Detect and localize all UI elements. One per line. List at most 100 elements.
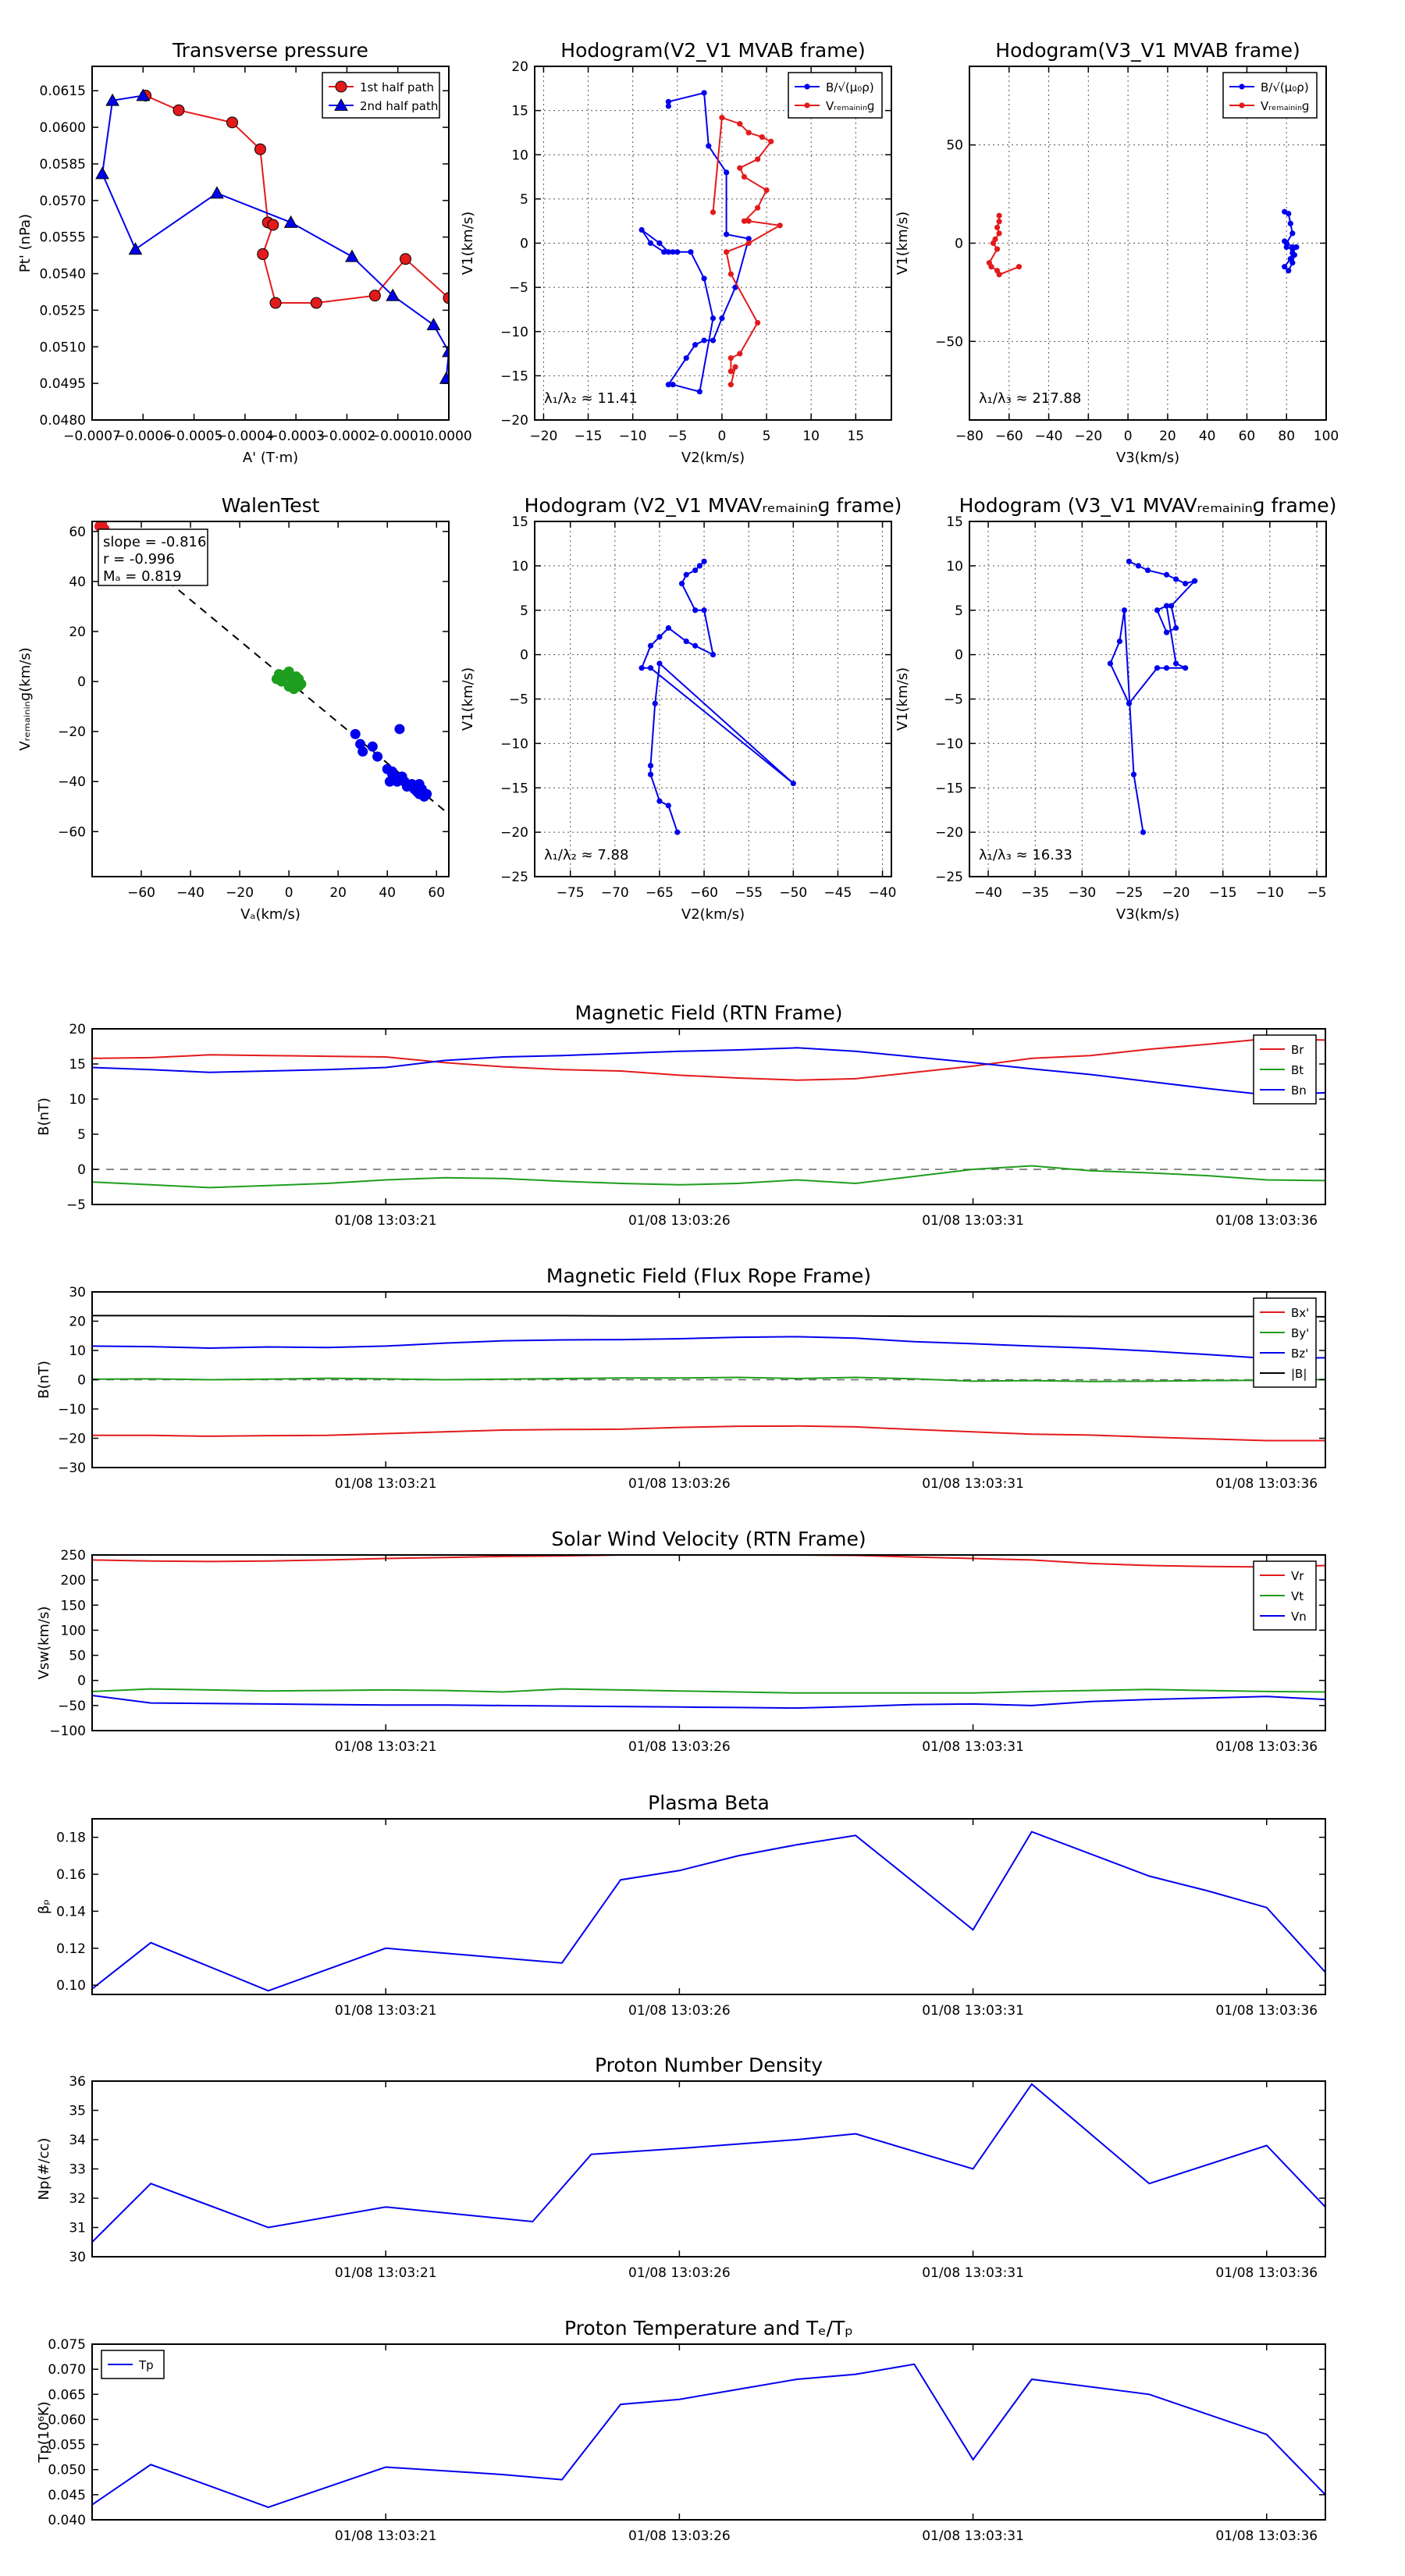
x-tick-label: 60 [1239,429,1256,444]
chart-title: WalenTest [222,494,320,517]
data-point [701,90,707,96]
data-point [768,138,774,144]
data-point [692,642,699,649]
data-layer [92,1831,1325,1992]
data-point [727,355,734,361]
data-point [1282,238,1288,244]
data-point [267,219,279,231]
x-tick-label: 0 [285,885,293,901]
data-point [443,292,449,304]
data-point [696,389,702,395]
legend-box [1222,72,1318,119]
legend-box [788,72,883,119]
data-point [345,249,359,262]
x-tick-label: −50 [779,885,807,901]
data-point [384,776,395,787]
y-tick-label: 0.14 [56,1904,86,1920]
x-tick-label: 01/08 13:03:21 [335,1739,437,1755]
data-point [288,676,299,687]
data-point [706,143,712,149]
data-point [283,215,298,228]
x-tick-label: 01/08 13:03:31 [922,1739,1024,1755]
y-tick-label: 0.0510 [40,340,86,355]
data-point [95,166,109,180]
data-point [996,219,1002,225]
series-line-1st half path [145,94,449,304]
lambda-annotation: λ₁/λ₃ ≈ 217.88 [979,390,1081,407]
data-point [674,249,681,255]
data-point [692,342,699,348]
data-point [647,665,654,671]
legend-label: Tp [138,2358,154,2372]
y-tick-label: −20 [58,1432,86,1447]
x-tick-label: 01/08 13:03:26 [628,1476,731,1492]
y-tick-label: 0.0570 [40,194,86,209]
x-tick-label: −60 [690,885,718,901]
x-tick-label: 15 [847,429,864,444]
series-line-Vr [92,1555,1325,1568]
y-tick-label: 0.12 [56,1941,86,1957]
data-point [656,798,663,804]
data-point [665,382,671,388]
y-tick-label: −20 [935,825,963,841]
y-tick-label: 15 [511,514,528,530]
data-layer [92,2363,1325,2508]
axes-frame [91,2343,1326,2521]
x-tick-label: 01/08 13:03:21 [335,1476,437,1492]
legend-label: Br [1291,1043,1304,1057]
data-point [269,297,282,309]
x-tick-label: −0.0001 [369,429,427,444]
x-tick-label: −20 [529,429,557,444]
data-point [136,88,151,101]
data-point [994,224,1001,230]
data-point [737,165,743,171]
axes-frame [91,2080,1326,2258]
x-axis-label: V2(km/s) [681,450,745,466]
y-tick-label: 50 [946,138,963,154]
y-axis-label: V1(km/s) [460,212,476,275]
data-point [988,264,994,270]
data-point [394,774,405,785]
y-tick-label: 0.065 [48,2387,86,2403]
data-point [357,746,368,757]
y-tick-label: 15 [946,514,963,530]
data-point [737,350,743,357]
x-axis-label: A' (T·m) [243,450,298,466]
legend-label: 2nd half path [360,99,438,113]
data-layer [92,1037,1325,1189]
stats-text: Mₐ = 0.819 [103,568,182,585]
y-tick-label: −20 [500,825,528,841]
data-point [719,315,725,322]
y-tick-label: 0 [955,648,963,664]
data-point [1172,660,1179,667]
y-tick-label: 0.075 [48,2337,86,2353]
data-point [1163,629,1170,635]
y-tick-label: 0.060 [48,2412,86,2428]
data-point [647,240,654,247]
chart-hod3: Hodogram (V2_V1 MVAVᵣₑₘₐᵢₙᵢₙɡ frame)−75−… [460,494,902,923]
y-tick-label: 30 [69,1285,86,1300]
data-point [367,741,378,752]
data-point [701,276,707,282]
x-tick-label: 01/08 13:03:31 [922,1476,1024,1492]
data-point [665,802,671,809]
stats-text: slope = -0.816 [103,534,206,550]
x-tick-label: 40 [379,885,396,901]
chart-title: Hodogram (V3_V1 MVAVᵣₑₘₐᵢₙᵢₙɡ frame) [959,494,1337,517]
x-tick-label: −0.0007 [63,429,121,444]
legend-label: 1st half path [360,80,434,94]
x-tick-label: 20 [1159,429,1176,444]
x-tick-label: −40 [869,885,897,901]
legend-label: B/√(μ₀ρ) [1261,80,1309,94]
series-line-Tp [92,2363,1325,2508]
x-tick-label: 01/08 13:03:36 [1215,2528,1318,2544]
axes-frame [91,521,450,877]
data-point [990,240,997,247]
y-tick-label: 34 [69,2133,86,2148]
x-tick-label: 01/08 13:03:26 [628,1213,731,1229]
x-axis-label: V2(km/s) [681,906,745,923]
data-point [638,226,645,233]
x-tick-label: −10 [1256,885,1284,901]
data-point [727,368,734,375]
x-tick-label: 01/08 13:03:21 [335,2265,437,2281]
